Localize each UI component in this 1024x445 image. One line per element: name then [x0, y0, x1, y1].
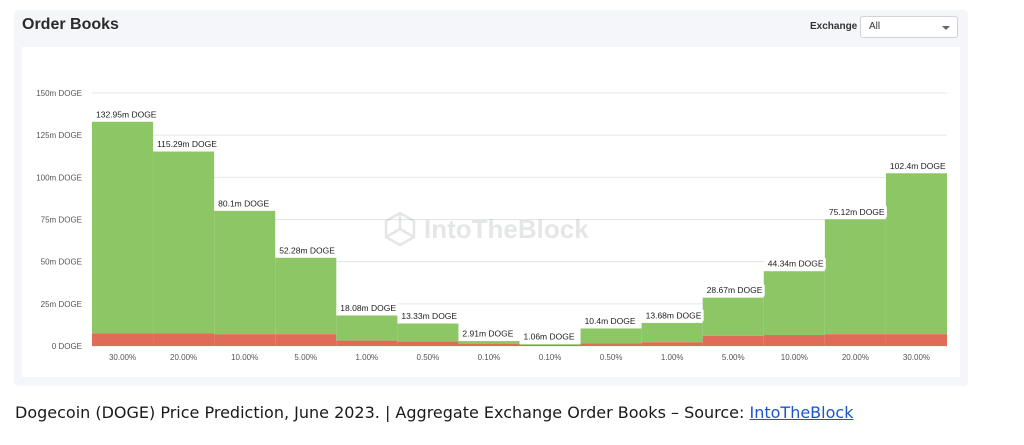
- bar-ask-volume: [641, 342, 703, 346]
- exchange-select[interactable]: All: [860, 16, 958, 38]
- order-books-chart: 0 DOGE 25m DOGE 50m DOGE 75m DOGE 100m DOGE 1…: [36, 89, 948, 362]
- data-label: 44.34m DOGE: [768, 259, 824, 269]
- bar-bid-volume: [641, 322, 703, 343]
- bar-ask-volume: [214, 334, 276, 346]
- bar-ask-volume: [92, 333, 154, 346]
- bar-ask-volume: [458, 343, 520, 346]
- bar-bid-volume: [763, 271, 825, 336]
- data-label-bg: [764, 258, 826, 270]
- x-tick-label: 0.10%: [539, 353, 562, 362]
- bar-bid-volume: [580, 328, 642, 344]
- bar-bid-volume: [92, 121, 154, 334]
- x-tick-label: 10.00%: [781, 353, 808, 362]
- y-tick-label: 25m DOGE: [41, 300, 82, 309]
- y-tick-label: 150m DOGE: [36, 89, 82, 98]
- card-title: Order Books: [22, 16, 119, 33]
- bar-ask-volume: [763, 335, 825, 346]
- data-label-bg: [154, 138, 221, 150]
- bar-bid-volume: [519, 344, 581, 345]
- data-label: 2.91m DOGE: [462, 329, 513, 339]
- data-label-bg: [581, 315, 638, 327]
- x-tick-label: 1.00%: [355, 353, 378, 362]
- bar-ask-volume: [885, 334, 947, 346]
- bar-ask-volume: [275, 334, 337, 346]
- data-label: 75.12m DOGE: [829, 207, 885, 217]
- bar-ask-volume: [153, 333, 215, 346]
- data-label-bg: [398, 310, 460, 322]
- data-label-bg: [825, 206, 887, 218]
- x-tick-label: 20.00%: [842, 353, 869, 362]
- bar-bid-volume: [275, 257, 337, 335]
- chevron-down-icon: [942, 26, 950, 30]
- exchange-select-value: All: [869, 21, 881, 32]
- bar-bid-volume: [153, 151, 215, 334]
- data-label: 102.4m DOGE: [890, 161, 946, 171]
- data-label: 132.95m DOGE: [96, 109, 157, 119]
- bar-bid-volume: [885, 173, 947, 335]
- data-label-bg: [642, 309, 704, 321]
- data-label-bg: [276, 244, 338, 256]
- data-label-bg: [459, 328, 516, 340]
- bar-bid-volume: [397, 323, 459, 342]
- bar-ask-volume: [702, 335, 764, 346]
- x-tick-label: 1.00%: [661, 353, 684, 362]
- data-label-bg: [520, 331, 577, 343]
- data-label: 80.1m DOGE: [218, 198, 269, 208]
- y-tick-label: 125m DOGE: [36, 131, 82, 140]
- x-tick-label: 30.00%: [903, 353, 930, 362]
- bar-bid-volume: [702, 297, 764, 336]
- intotheblock-logo-icon: [384, 211, 416, 247]
- bar-bid-volume: [824, 219, 886, 335]
- data-label-bg: [93, 108, 159, 120]
- watermark-text: IntoTheBlock: [424, 214, 589, 244]
- x-tick-label: 20.00%: [170, 353, 197, 362]
- y-tick-label: 0 DOGE: [52, 342, 82, 351]
- x-tick-label: 10.00%: [231, 353, 258, 362]
- data-label: 1.06m DOGE: [524, 332, 575, 342]
- data-label-bg: [886, 160, 948, 172]
- data-label: 28.67m DOGE: [707, 285, 763, 295]
- bar-ask-volume: [397, 341, 459, 346]
- figure-caption: Dogecoin (DOGE) Price Prediction, June 2…: [15, 403, 853, 422]
- data-label-bg: [337, 302, 399, 314]
- y-tick-label: 75m DOGE: [41, 216, 82, 225]
- x-tick-label: 30.00%: [109, 353, 136, 362]
- data-label: 10.4m DOGE: [585, 316, 636, 326]
- x-tick-label: 0.50%: [600, 353, 623, 362]
- order-books-card: Order Books Exchange All 0 DOGE 25m DOGE 5…: [14, 10, 968, 386]
- plot-panel: 0 DOGE 25m DOGE 50m DOGE 75m DOGE 100m DOGE 1…: [22, 47, 960, 377]
- bar-ask-volume: [824, 334, 886, 346]
- source-link[interactable]: IntoTheBlock: [749, 403, 854, 422]
- data-label: 13.68m DOGE: [646, 310, 702, 320]
- data-label-bg: [215, 197, 272, 209]
- data-label: 13.33m DOGE: [401, 311, 457, 321]
- bar-ask-volume: [580, 343, 642, 346]
- bar-bid-volume: [214, 210, 276, 335]
- bar-bid-volume: [458, 341, 520, 344]
- y-tick-label: 50m DOGE: [41, 258, 82, 267]
- x-tick-label: 0.10%: [478, 353, 501, 362]
- y-tick-label: 100m DOGE: [36, 173, 82, 182]
- x-tick-label: 0.50%: [417, 353, 440, 362]
- bar-ask-volume: [519, 344, 581, 346]
- data-label: 115.29m DOGE: [157, 139, 217, 149]
- x-tick-label: 5.00%: [294, 353, 317, 362]
- data-label: 52.28m DOGE: [279, 245, 335, 255]
- x-tick-label: 5.00%: [722, 353, 745, 362]
- bar-bid-volume: [336, 315, 398, 341]
- data-label: 18.08m DOGE: [340, 303, 396, 313]
- caption-text: Dogecoin (DOGE) Price Prediction, June 2…: [15, 403, 750, 422]
- data-label-bg: [703, 284, 765, 296]
- exchange-label: Exchange: [810, 21, 858, 32]
- bar-ask-volume: [336, 340, 398, 346]
